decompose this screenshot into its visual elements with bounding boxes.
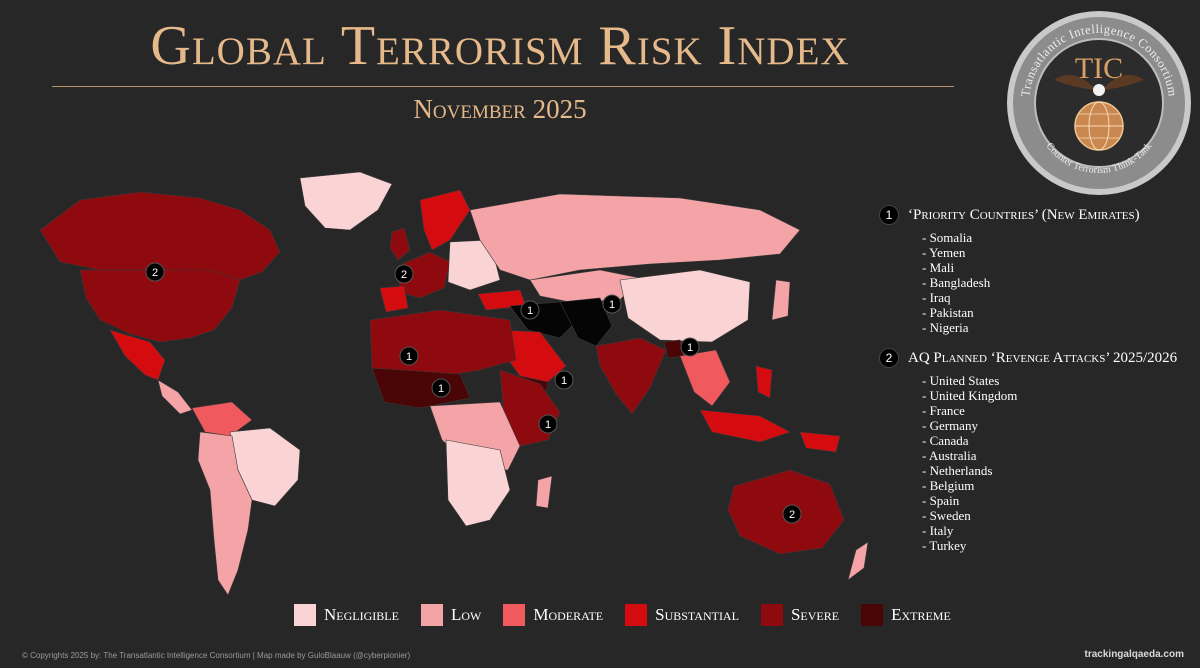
tic-logo-seal: Transatlantic Intelligence Consortium Co… bbox=[1007, 11, 1191, 195]
uk bbox=[389, 227, 411, 261]
japan bbox=[771, 279, 791, 321]
map-marker: 1 bbox=[399, 346, 419, 366]
priority-country-item: - Bangladesh bbox=[922, 275, 991, 290]
map-marker: 1 bbox=[520, 300, 540, 320]
revenge-heading-text: AQ Planned ‘Revenge Attacks’ 2025/2026 bbox=[908, 349, 1178, 366]
map-marker: 1 bbox=[680, 337, 700, 357]
svg-text:1: 1 bbox=[406, 351, 412, 363]
svg-text:1: 1 bbox=[687, 342, 693, 354]
se-asia bbox=[679, 349, 731, 407]
map-marker: 1 bbox=[431, 378, 451, 398]
legend-label: Substantial bbox=[655, 605, 739, 624]
priority-country-item: - Iraq bbox=[922, 290, 951, 305]
svg-text:1: 1 bbox=[609, 299, 615, 311]
map-marker: 2 bbox=[394, 264, 414, 284]
legend-swatch bbox=[861, 604, 884, 626]
png bbox=[799, 431, 841, 453]
afghanistan-pakistan bbox=[559, 297, 613, 347]
legend-label: Extreme bbox=[891, 605, 951, 624]
revenge-country-item: - Spain bbox=[922, 493, 960, 508]
priority-heading-text: ‘Priority Countries’ (New Emirates) bbox=[908, 206, 1140, 223]
priority-heading: 1 ‘Priority Countries’ (New Emirates) bbox=[880, 206, 1200, 224]
legend-item: Negligible bbox=[294, 604, 399, 626]
revenge-country-item: - United States bbox=[922, 373, 1000, 388]
madagascar bbox=[535, 475, 553, 509]
legend-item: Substantial bbox=[625, 604, 739, 626]
revenge-country-item: - United Kingdom bbox=[922, 388, 1018, 403]
map-marker: 2 bbox=[145, 262, 165, 282]
greenland bbox=[299, 171, 393, 231]
revenge-heading: 2 AQ Planned ‘Revenge Attacks’ 2025/2026 bbox=[880, 349, 1200, 367]
legend-item: Moderate bbox=[503, 604, 603, 626]
svg-text:1: 1 bbox=[561, 375, 567, 387]
map-marker: 2 bbox=[782, 504, 802, 524]
colombia-venezuela bbox=[191, 401, 253, 437]
svg-text:1: 1 bbox=[545, 419, 551, 431]
south-america-west bbox=[197, 431, 253, 596]
revenge-country-list: - United States - United Kingdom - France -… bbox=[922, 373, 1200, 553]
revenge-country-item: - Germany bbox=[922, 418, 978, 433]
russia bbox=[469, 193, 801, 281]
sahel bbox=[371, 367, 471, 409]
title-divider bbox=[52, 86, 954, 87]
india bbox=[595, 337, 667, 415]
central-america bbox=[157, 379, 193, 415]
revenge-country-item: - Netherlands bbox=[922, 463, 993, 478]
page-title: Global Terrorism Risk Index bbox=[150, 15, 850, 77]
revenge-country-item: - Belgium bbox=[922, 478, 975, 493]
map-marker: 1 bbox=[538, 414, 558, 434]
legend-swatch bbox=[760, 604, 783, 626]
revenge-country-item: - Canada bbox=[922, 433, 969, 448]
priority-country-item: - Somalia bbox=[922, 230, 973, 245]
legend-label: Moderate bbox=[533, 605, 604, 624]
priority-country-list: - Somalia - Yemen - Mali - Bangladesh - Iraq… bbox=[922, 230, 1200, 335]
svg-text:2: 2 bbox=[401, 269, 407, 281]
indonesia bbox=[699, 409, 791, 443]
china bbox=[619, 269, 751, 343]
new-zealand bbox=[847, 541, 869, 581]
svg-text:1: 1 bbox=[438, 383, 444, 395]
revenge-country-item: - Sweden bbox=[922, 508, 971, 523]
svg-text:2: 2 bbox=[789, 509, 795, 521]
svg-text:1: 1 bbox=[527, 305, 533, 317]
page-subtitle: November 2025 bbox=[413, 94, 587, 124]
legend-item: Low bbox=[420, 604, 482, 626]
revenge-country-item: - France bbox=[922, 403, 965, 418]
iberia bbox=[379, 285, 409, 313]
legend-label: Severe bbox=[790, 605, 840, 624]
revenge-country-item: - Italy bbox=[922, 523, 954, 538]
legend-swatch bbox=[420, 604, 443, 626]
map-marker: 1 bbox=[602, 294, 622, 314]
footer-copyright: © Copyrights 2025 by: The Transatlantic … bbox=[22, 651, 411, 660]
priority-country-item: - Nigeria bbox=[922, 320, 969, 335]
legend-item: Severe bbox=[760, 604, 840, 626]
usa bbox=[79, 269, 241, 343]
philippines bbox=[755, 365, 773, 399]
revenge-country-item: - Turkey bbox=[922, 538, 967, 553]
legend-swatch bbox=[625, 604, 648, 626]
southern-africa bbox=[445, 439, 511, 527]
side-panel: 1 ‘Priority Countries’ (New Emirates) - … bbox=[880, 206, 1200, 553]
risk-legend: Negligible Low Moderate Substantial Severe Ex… bbox=[294, 604, 973, 626]
footer-website: trackingalqaeda.com bbox=[1084, 649, 1184, 660]
legend-swatch bbox=[294, 604, 316, 626]
world-risk-map: 2 2 1 1 1 1 1 1 1 2 bbox=[39, 171, 869, 596]
legend-item: Extreme bbox=[861, 604, 951, 626]
revenge-country-item: - Australia bbox=[922, 448, 977, 463]
priority-country-item: - Mali bbox=[922, 260, 955, 275]
svg-text:2: 2 bbox=[152, 267, 158, 279]
priority-country-item: - Pakistan bbox=[922, 305, 974, 320]
legend-label: Negligible bbox=[324, 605, 399, 624]
map-marker: 1 bbox=[554, 370, 574, 390]
priority-country-item: - Yemen bbox=[922, 245, 966, 260]
legend-swatch bbox=[503, 604, 526, 626]
revenge-badge: 2 bbox=[880, 349, 898, 367]
legend-label: Low bbox=[450, 605, 482, 624]
scandinavia bbox=[419, 189, 471, 251]
priority-badge: 1 bbox=[880, 206, 898, 224]
